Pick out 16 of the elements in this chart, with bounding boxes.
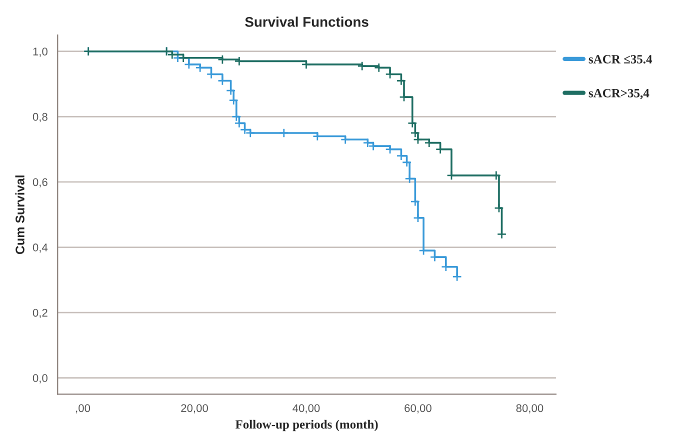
x-tick-label: ,00 (76, 404, 90, 414)
y-tick-label: 0,0 (32, 374, 48, 384)
chart-title: Survival Functions (245, 16, 368, 27)
y-tick-label: 1,0 (33, 48, 48, 57)
y-axis-title: Cum Survival (15, 176, 24, 254)
x-tick-label: 80,00 (516, 404, 544, 414)
legend-label: sACR ≤35.4 (588, 55, 652, 64)
y-tick-label: 0,2 (32, 308, 48, 318)
x-tick-label: 60,00 (404, 404, 432, 414)
x-tick-label: 40,00 (292, 404, 320, 414)
legend-label: sACR>35,4 (588, 88, 650, 100)
y-tick-label: 0,8 (32, 112, 48, 122)
x-axis-title: Follow-up periods (month) (235, 420, 378, 432)
y-tick-label: 0,6 (32, 178, 48, 188)
y-tick-label: 0,4 (32, 244, 48, 253)
x-tick-label: 20,00 (181, 404, 208, 414)
